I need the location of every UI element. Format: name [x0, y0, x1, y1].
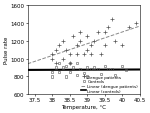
Point — [61, 67, 64, 69]
Point — [55, 63, 57, 64]
Point — [51, 54, 53, 56]
Point — [90, 54, 92, 56]
Point — [76, 63, 78, 64]
Point — [79, 41, 81, 42]
Point — [58, 45, 60, 47]
Point — [111, 18, 113, 20]
Point — [128, 27, 130, 29]
Point — [58, 71, 60, 73]
Point — [100, 73, 102, 75]
Point — [58, 63, 60, 64]
Point — [51, 58, 53, 60]
Point — [69, 63, 71, 64]
Point — [86, 67, 88, 69]
Point — [76, 54, 78, 56]
Point — [72, 36, 74, 38]
Point — [61, 41, 64, 42]
Point — [100, 54, 102, 56]
Point — [96, 32, 99, 34]
Point — [79, 32, 81, 34]
Point — [69, 71, 71, 73]
Point — [69, 63, 71, 64]
Point — [65, 76, 68, 78]
Point — [65, 65, 68, 67]
Point — [103, 45, 106, 47]
Point — [135, 23, 137, 25]
Point — [61, 58, 64, 60]
Point — [86, 76, 88, 78]
Point — [96, 69, 99, 71]
Point — [103, 32, 106, 34]
Point — [55, 67, 57, 69]
Point — [114, 41, 116, 42]
Point — [121, 65, 123, 67]
Legend: Dengue patients, Controls, Linear (dengue patients), Linear (controls): Dengue patients, Controls, Linear (dengu… — [81, 75, 138, 93]
Point — [121, 45, 123, 47]
Point — [51, 76, 53, 78]
Point — [69, 54, 71, 56]
Point — [111, 69, 113, 71]
Point — [82, 54, 85, 56]
Point — [124, 70, 127, 72]
Point — [76, 74, 78, 76]
X-axis label: Temperature, °C: Temperature, °C — [61, 104, 106, 109]
Point — [76, 45, 78, 47]
Point — [72, 67, 74, 69]
Point — [82, 72, 85, 74]
Point — [51, 71, 53, 73]
Point — [86, 36, 88, 38]
Point — [86, 49, 88, 51]
Point — [93, 41, 95, 42]
Point — [103, 65, 106, 67]
Point — [55, 49, 57, 51]
Point — [114, 74, 116, 76]
Point — [65, 49, 68, 51]
Point — [93, 67, 95, 69]
Point — [90, 69, 92, 71]
Point — [107, 27, 109, 29]
Y-axis label: Pulse rate: Pulse rate — [4, 37, 9, 64]
Point — [79, 69, 81, 71]
Point — [107, 69, 109, 71]
Point — [90, 45, 92, 47]
